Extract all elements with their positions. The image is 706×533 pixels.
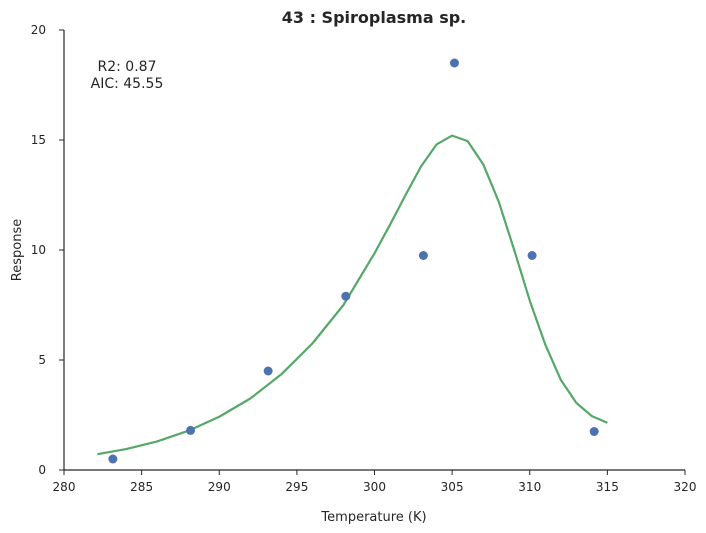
data-point — [186, 425, 196, 435]
x-tick-label: 305 — [441, 480, 464, 494]
x-tick-label: 290 — [208, 480, 231, 494]
data-point — [418, 251, 428, 260]
data-point — [341, 291, 351, 301]
data-point — [589, 427, 599, 436]
r2-annotation: R2: 0.87 — [98, 59, 157, 75]
chart-title: 43 : Spiroplasma sp. — [282, 8, 467, 27]
aic-annotation: AIC: 45.55 — [91, 76, 164, 92]
fit-curve — [97, 134, 608, 456]
data-point — [449, 58, 459, 68]
x-tick-label: 285 — [130, 480, 153, 494]
y-axis-label: Response — [10, 219, 25, 281]
y-tick-label: 15 — [31, 133, 46, 147]
y-tick-label: 10 — [31, 243, 46, 257]
fit-layer — [97, 134, 608, 456]
data-point — [263, 366, 273, 376]
data-point — [527, 251, 537, 260]
y-tick-label: 20 — [31, 23, 46, 37]
axes: 280 285 290 295 300 305 310 315 320 0 5 10 15 20 — [31, 23, 697, 494]
x-tick-label: 280 — [53, 480, 76, 494]
x-tick-label: 315 — [596, 480, 619, 494]
x-tick-label: 320 — [674, 480, 697, 494]
x-tick-label: 295 — [285, 480, 308, 494]
y-tick-label: 5 — [38, 353, 46, 367]
x-tick-label: 300 — [363, 480, 386, 494]
data-point — [108, 454, 118, 464]
points-layer — [108, 58, 599, 464]
y-tick-label: 0 — [38, 463, 46, 477]
x-axis-label: Temperature (K) — [320, 510, 426, 525]
x-tick-label: 310 — [518, 480, 541, 494]
